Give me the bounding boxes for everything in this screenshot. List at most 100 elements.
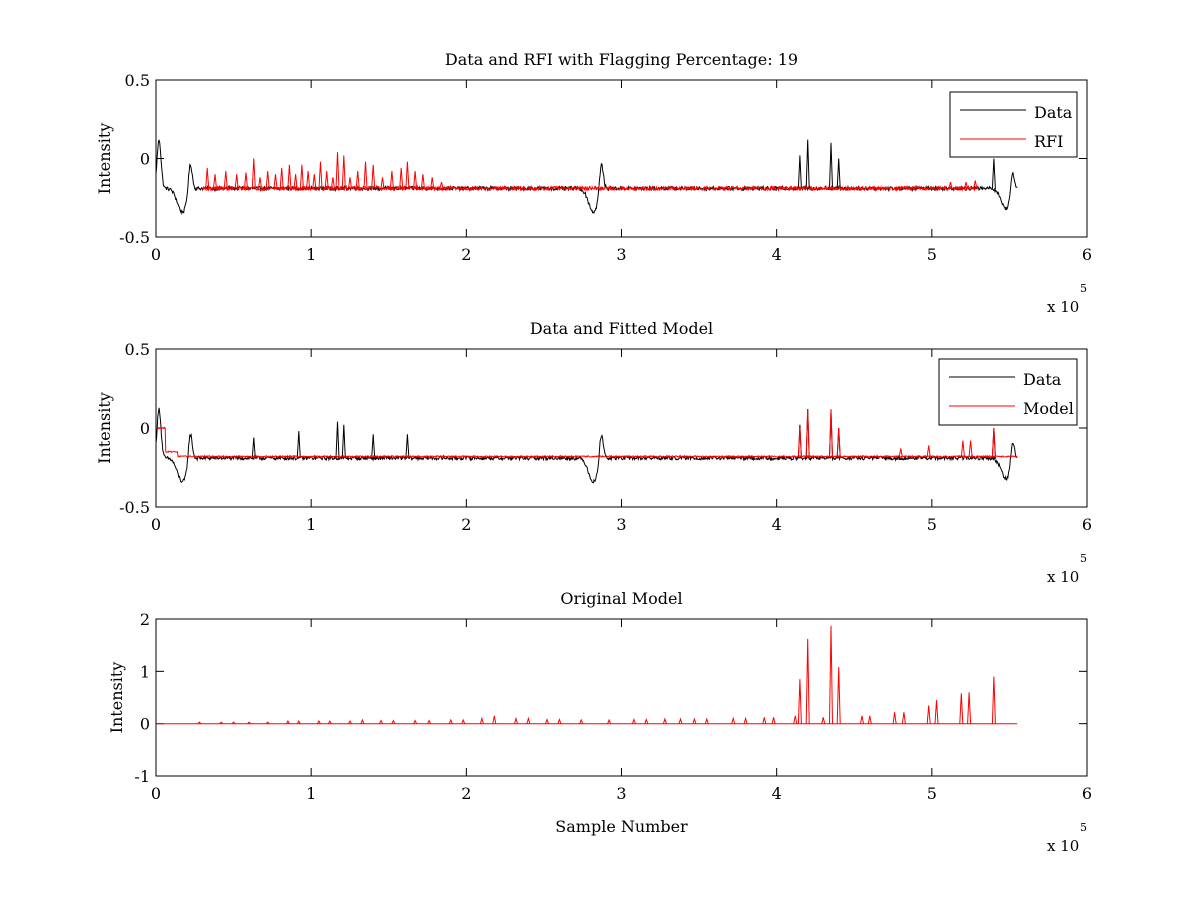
spike-mark [296, 719, 301, 724]
series-line-model [156, 426, 1018, 459]
spike-mark [341, 155, 346, 189]
y-tick-label: -1 [134, 767, 150, 786]
y-tick-label: -0.5 [119, 498, 150, 517]
chart-title: Original Model [560, 589, 682, 608]
spike-mark [743, 716, 748, 724]
spike-mark [219, 721, 224, 725]
spike-mark [797, 679, 802, 724]
spike-mark [413, 171, 418, 189]
x-tick-label: 5 [927, 515, 937, 534]
x-axis-label: Sample Number [555, 817, 688, 836]
spike-mark [405, 161, 410, 189]
spike-mark [991, 676, 996, 724]
spike-mark [959, 693, 964, 724]
spike-mark [279, 167, 284, 189]
y-axis-label: Intensity [107, 662, 126, 734]
spike-mark [439, 181, 444, 189]
spike-mark [492, 715, 497, 724]
axes-frame [155, 348, 1088, 508]
x-multiplier-exponent: 5 [1080, 821, 1087, 834]
spike-mark [771, 717, 776, 724]
spike-mark [762, 717, 767, 724]
spike-mark [363, 161, 368, 189]
spike-mark [926, 705, 931, 724]
spike-mark [526, 716, 531, 724]
legend-label: Model [1023, 399, 1074, 418]
spike-mark [405, 434, 410, 459]
y-tick-label: 0 [140, 419, 150, 438]
spike-mark [805, 139, 810, 189]
spike-mark [316, 719, 321, 724]
spike-mark [430, 177, 435, 189]
spike-mark [960, 440, 965, 457]
spike-mark [265, 721, 270, 725]
spike-mark [355, 171, 360, 189]
spike-mark [991, 427, 996, 457]
spike-mark [948, 181, 953, 189]
x-tick-label: 0 [151, 784, 161, 803]
spike-mark [399, 167, 404, 189]
spike-mark [197, 721, 202, 725]
x-tick-label: 2 [461, 784, 471, 803]
spike-mark [360, 718, 365, 724]
legend: Data RFI [949, 91, 1078, 158]
spike-mark [391, 719, 396, 724]
spike-mark [973, 180, 978, 189]
spike-mark [607, 718, 612, 724]
spike-mark [371, 164, 376, 189]
spike-mark [348, 177, 352, 189]
spike-mark [797, 427, 802, 457]
x-tick-label: 3 [616, 784, 626, 803]
spike-mark [860, 715, 864, 724]
x-tick-label: 4 [772, 515, 782, 534]
spike-mark [273, 174, 278, 189]
x-tick-label: 0 [151, 515, 161, 534]
x-tick-label: 6 [1082, 245, 1092, 264]
spike-mark [380, 177, 385, 189]
legend-label: Data [1034, 103, 1073, 122]
spike-mark [704, 717, 709, 724]
spike-mark [285, 719, 290, 724]
spike-mark [335, 421, 340, 459]
spike-mark [901, 712, 906, 724]
spike-mark [662, 717, 667, 724]
spike-mark [793, 715, 798, 724]
spike-mark [231, 721, 236, 725]
spike-mark [312, 174, 317, 189]
spike-mark [829, 142, 833, 189]
spike-mark [926, 445, 931, 457]
axes-frame [155, 79, 1088, 238]
spike-mark [579, 718, 584, 724]
x-tick-label: 2 [461, 515, 471, 534]
spike-mark [330, 177, 335, 189]
x-tick-label: 5 [927, 245, 937, 264]
x-tick-label: 6 [1082, 784, 1092, 803]
spike-mark [244, 172, 248, 189]
spike-mark [223, 171, 228, 189]
legend: Data Model [938, 358, 1078, 426]
y-tick-label: 0.5 [125, 340, 150, 359]
spike-mark [318, 161, 323, 189]
spike-mark [797, 155, 802, 189]
spike-mark [967, 692, 972, 724]
spike-mark [867, 715, 872, 724]
x-tick-label: 1 [306, 784, 316, 803]
spike-mark [964, 181, 968, 189]
spike-mark [968, 440, 973, 457]
spike-mark [420, 174, 425, 189]
spike-mark [213, 174, 217, 189]
y-axis-label: Intensity [95, 123, 114, 195]
x-multiplier: x 10 [1047, 568, 1079, 586]
spike-mark [296, 431, 301, 459]
spike-mark [731, 716, 736, 724]
spike-mark [836, 158, 841, 189]
spike-mark [545, 718, 549, 724]
y-tick-label: 0 [140, 715, 150, 734]
chart-title: Data and RFI with Flagging Percentage: 1… [445, 50, 798, 69]
x-tick-label: 1 [306, 245, 316, 264]
spike-mark [247, 721, 251, 725]
spike-mark [805, 408, 810, 457]
spike-mark [265, 171, 270, 189]
